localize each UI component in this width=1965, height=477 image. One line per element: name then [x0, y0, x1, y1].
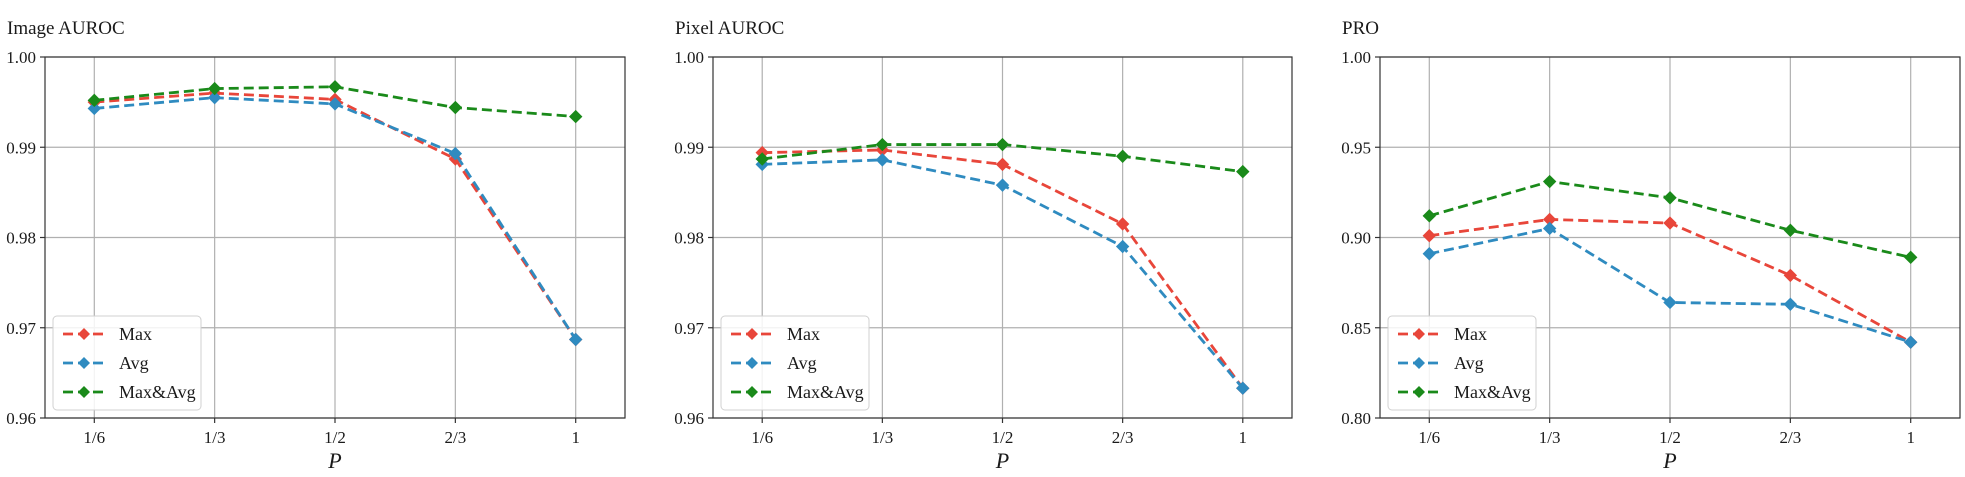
y-tick-label: 0.98	[674, 229, 704, 248]
y-tick-label: 0.96	[6, 409, 36, 428]
legend-label: Max	[787, 324, 820, 344]
data-point	[1236, 381, 1250, 395]
chart-title: Pixel AUROC	[675, 18, 784, 39]
data-point	[1663, 295, 1677, 310]
y-tick-label: 0.97	[6, 319, 36, 338]
data-point	[1783, 223, 1798, 237]
data-point	[1903, 250, 1918, 265]
chart-panel-1: Image AUROC 0.96 0.97 0.98 0.99 1.00 1/6 1/3 1/2…	[6, 18, 626, 473]
data-point	[995, 157, 1010, 172]
chart-panel-2: Pixel AUROC 0.96 0.97 0.98 0.99 1.00 1/6 1/3 1/2…	[674, 18, 1293, 473]
data-point	[568, 109, 583, 124]
data-point	[448, 100, 463, 115]
data-point	[1903, 335, 1918, 349]
data-point	[1422, 209, 1437, 223]
legend-label: Max&Avg	[787, 382, 864, 402]
legend-marker	[1413, 328, 1425, 340]
data-point	[328, 97, 342, 111]
y-tick-label: 1.00	[674, 48, 704, 67]
legend-box	[1387, 315, 1537, 411]
y-tick-label: 0.99	[6, 138, 36, 157]
legend-marker	[78, 357, 90, 369]
legend-label: Max&Avg	[119, 382, 196, 402]
data-point	[755, 152, 769, 166]
x-tick-label: 1/3	[871, 428, 893, 447]
data-point	[87, 93, 102, 108]
legend-box	[52, 315, 202, 411]
data-point	[1663, 216, 1677, 230]
data-point	[1783, 297, 1798, 311]
x-tick-label: 2/3	[444, 428, 466, 447]
y-tick-label: 0.90	[1341, 229, 1371, 248]
legend: Max Avg Max&Avg	[52, 315, 202, 411]
legend-label: Avg	[1454, 353, 1484, 373]
legend: Max Avg Max&Avg	[1387, 315, 1537, 411]
legend-label: Avg	[119, 353, 149, 373]
legend-marker	[78, 386, 90, 398]
chart-panel-3: PRO 0.80 0.85 0.90 0.95 1.00 1/6 1/3 1/2 2/3 1 P Max…	[1341, 18, 1961, 473]
legend-marker	[1413, 386, 1425, 398]
data-point	[995, 178, 1010, 192]
data-point	[1236, 164, 1250, 179]
x-tick-label: 2/3	[1779, 428, 1801, 447]
legend-marker	[746, 328, 758, 340]
data-point	[875, 137, 890, 152]
legend-box	[720, 315, 870, 411]
x-tick-label: 1	[1906, 428, 1915, 447]
legend-marker	[78, 328, 90, 340]
y-tick-label: 0.95	[1341, 138, 1371, 157]
data-point	[448, 146, 463, 161]
chart-title: Image AUROC	[7, 18, 125, 39]
y-tick-label: 0.80	[1341, 409, 1371, 428]
data-point	[207, 81, 222, 96]
y-tick-label: 0.96	[674, 409, 704, 428]
x-tick-label: 1/6	[751, 428, 773, 447]
legend-label: Max&Avg	[1454, 382, 1531, 402]
y-tick-label: 0.85	[1341, 319, 1371, 338]
x-axis-label: P	[1662, 448, 1676, 472]
data-point	[1542, 174, 1557, 189]
x-tick-label: 1/6	[1418, 428, 1440, 447]
legend-label: Avg	[787, 353, 817, 373]
legend-label: Max	[119, 324, 152, 344]
legend-marker	[1413, 357, 1425, 369]
data-point	[875, 153, 890, 167]
x-tick-label: 1/6	[83, 428, 105, 447]
x-tick-label: 1	[1239, 428, 1248, 447]
data-point	[1663, 191, 1677, 205]
x-axis-label: P	[995, 448, 1009, 472]
x-tick-label: 1/2	[1659, 428, 1681, 447]
x-tick-label: 2/3	[1112, 428, 1134, 447]
data-point	[1422, 228, 1437, 243]
data-point	[995, 137, 1010, 152]
data-point	[568, 332, 583, 347]
data-point	[1115, 149, 1130, 163]
x-tick-label: 1/2	[992, 428, 1014, 447]
x-tick-label: 1/2	[324, 428, 346, 447]
data-point	[1115, 217, 1130, 231]
legend-marker	[746, 357, 758, 369]
data-point	[1115, 239, 1130, 254]
legend-label: Max	[1454, 324, 1487, 344]
data-point	[207, 90, 222, 105]
chart-title: PRO	[1342, 18, 1379, 39]
y-tick-label: 0.99	[674, 138, 704, 157]
data-point	[87, 101, 102, 116]
x-axis-label: P	[327, 448, 341, 472]
y-tick-label: 1.00	[1341, 48, 1371, 67]
y-tick-label: 0.98	[6, 229, 36, 248]
x-tick-label: 1/3	[204, 428, 226, 447]
y-tick-label: 1.00	[6, 48, 36, 67]
data-point	[1783, 268, 1798, 283]
data-point	[1422, 247, 1437, 261]
legend: Max Avg Max&Avg	[720, 315, 870, 411]
data-point	[328, 80, 342, 94]
x-tick-label: 1	[571, 428, 580, 447]
legend-marker	[746, 386, 758, 398]
x-tick-label: 1/3	[1539, 428, 1561, 447]
y-tick-label: 0.97	[674, 319, 704, 338]
data-point	[1542, 221, 1557, 236]
